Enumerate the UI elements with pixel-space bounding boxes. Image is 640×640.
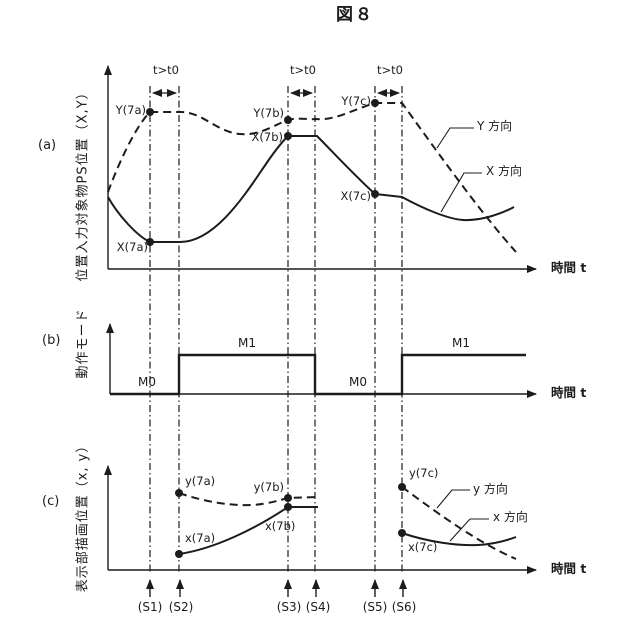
point-Y7b bbox=[284, 116, 292, 124]
label-x7b: x(7b) bbox=[265, 519, 296, 533]
label-y7a: y(7a) bbox=[185, 474, 216, 488]
point-X7c bbox=[371, 190, 379, 198]
panel-b-tag: (b) bbox=[42, 333, 61, 348]
label-Y7a: Y(7a) bbox=[115, 103, 146, 117]
mode-label-M1-1: M1 bbox=[238, 336, 256, 350]
figure-title: 図８ bbox=[336, 5, 374, 25]
mode-label-M0-1: M0 bbox=[138, 375, 156, 389]
point-X7a bbox=[146, 238, 154, 246]
mode-label-M1-2: M1 bbox=[452, 336, 470, 350]
panel-a-Y-direction-leader bbox=[436, 127, 474, 149]
panel-b-y-axis-label: 動作モード bbox=[75, 308, 91, 379]
point-X7b bbox=[284, 132, 292, 140]
panel-c-curve-y-direction bbox=[178, 486, 517, 560]
label-Y7c: Y(7c) bbox=[341, 94, 371, 108]
label-X7a: X(7a) bbox=[116, 240, 148, 254]
label-y7b: y(7b) bbox=[253, 480, 284, 494]
panel-a-curve-Y-direction bbox=[107, 102, 517, 253]
point-Y7a bbox=[146, 108, 154, 116]
panel-c-y-direction-leader bbox=[436, 489, 470, 509]
panel-a-y-axis-label: 位置入力対象物PS位置（X,Y） bbox=[75, 85, 91, 282]
point-x7c bbox=[398, 529, 406, 537]
panel-c-time-label: 時間 t bbox=[551, 561, 587, 576]
label-x7c: x(7c) bbox=[408, 540, 438, 554]
interval-label-3: t>t0 bbox=[377, 63, 403, 77]
panel-a-tag: (a) bbox=[38, 138, 57, 153]
step-label-s5: (S5) bbox=[362, 600, 388, 614]
label-Y7b: Y(7b) bbox=[253, 106, 284, 120]
panel-c-y-direction-label: y 方向 bbox=[473, 482, 508, 496]
panel-b-time-label: 時間 t bbox=[551, 385, 587, 400]
point-x7a bbox=[175, 550, 183, 558]
panel-a-X-direction-leader bbox=[440, 172, 482, 213]
step-label-s1: (S1) bbox=[137, 600, 163, 614]
panel-c-curve-x-direction bbox=[178, 506, 517, 555]
panel-a-X-direction-label: X 方向 bbox=[486, 164, 523, 178]
point-Y7c bbox=[371, 99, 379, 107]
interval-label-2: t>t0 bbox=[290, 63, 316, 77]
panel-c-x-direction-label: x 方向 bbox=[493, 510, 528, 524]
step-label-s4: (S4) bbox=[305, 600, 331, 614]
point-x7b bbox=[284, 503, 292, 511]
label-X7c: X(7c) bbox=[340, 189, 372, 203]
point-y7c bbox=[398, 483, 406, 491]
step-label-s6: (S6) bbox=[391, 600, 417, 614]
panel-c-x-direction-leader bbox=[449, 518, 489, 542]
panel-c-y-axis-label: 表示部描画位置（x, y） bbox=[75, 438, 91, 593]
step-label-s3: (S3) bbox=[276, 600, 302, 614]
step-label-s2: (S2) bbox=[168, 600, 194, 614]
label-X7b: X(7b) bbox=[251, 130, 283, 144]
panel-a-time-label: 時間 t bbox=[551, 260, 587, 275]
point-y7b bbox=[284, 494, 292, 502]
panel-b-mode-waveform bbox=[110, 353, 526, 396]
point-y7a bbox=[175, 489, 183, 497]
label-y7c: y(7c) bbox=[409, 466, 439, 480]
mode-label-M0-2: M0 bbox=[349, 375, 367, 389]
interval-label-1: t>t0 bbox=[153, 63, 179, 77]
panel-a-Y-direction-label: Y 方向 bbox=[477, 119, 513, 133]
panel-a-curve-X-direction bbox=[107, 135, 515, 244]
label-x7a: x(7a) bbox=[185, 531, 216, 545]
panel-c-tag: (c) bbox=[42, 494, 60, 509]
